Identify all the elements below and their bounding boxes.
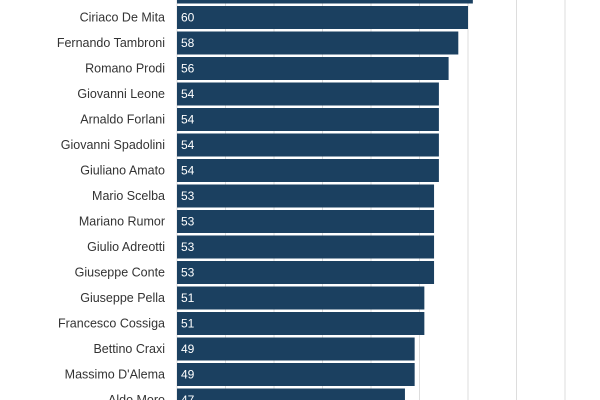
value-label: 54: [181, 164, 195, 178]
bar: [177, 261, 435, 284]
category-label: Massimo D'Alema: [65, 368, 165, 382]
bar: [177, 286, 425, 310]
value-label: 53: [181, 189, 195, 203]
category-label: Giovanni Leone: [77, 87, 165, 101]
category-label: Giovanni Spadolini: [61, 138, 165, 152]
category-label: Fernando Tambroni: [57, 36, 165, 50]
value-label: 54: [181, 87, 195, 101]
category-label: Bettino Craxi: [93, 342, 165, 356]
category-label: Giuseppe Pella: [80, 291, 165, 305]
value-label: 53: [181, 215, 195, 229]
value-label: 58: [181, 36, 195, 50]
bars: [177, 0, 473, 400]
bar: [177, 6, 468, 29]
value-label: 60: [181, 11, 195, 25]
category-label: Giulio Adreotti: [87, 240, 165, 254]
bar: [177, 133, 439, 157]
value-label: 54: [181, 138, 195, 152]
bar: [177, 388, 405, 400]
category-label: Francesco Cossiga: [58, 317, 165, 331]
value-label: 49: [181, 368, 195, 382]
value-label: 54: [181, 113, 195, 127]
bar: [177, 82, 439, 106]
value-label: 51: [181, 317, 195, 331]
value-labels: 6160585654545454535353535151494947: [181, 11, 195, 400]
category-label: Ciriaco De Mita: [80, 11, 165, 25]
value-label: 47: [181, 393, 195, 400]
category-label: Romano Prodi: [85, 62, 165, 76]
bar: [177, 57, 449, 80]
bar: [177, 31, 459, 55]
category-label: Arnaldo Forlani: [80, 113, 165, 127]
value-label: 53: [181, 266, 195, 280]
value-label: 56: [181, 62, 195, 76]
category-label: Aldo Moro: [108, 393, 165, 400]
value-label: 53: [181, 240, 195, 254]
category-labels: Alcide De GasperiCiriaco De MitaFernando…: [57, 11, 165, 400]
value-label: 51: [181, 291, 195, 305]
bar: [177, 363, 415, 386]
category-label: Mariano Rumor: [79, 215, 165, 229]
bar: [177, 312, 425, 335]
bar: [177, 159, 439, 182]
value-label: 49: [181, 342, 195, 356]
bar: [177, 108, 439, 131]
category-label: Giuseppe Conte: [75, 266, 165, 280]
bar: [177, 337, 415, 361]
bar: [177, 235, 435, 259]
category-label: Mario Scelba: [92, 189, 165, 203]
bar: [177, 210, 435, 233]
bar: [177, 0, 473, 4]
bar: [177, 184, 435, 208]
category-label: Giuliano Amato: [80, 164, 165, 178]
